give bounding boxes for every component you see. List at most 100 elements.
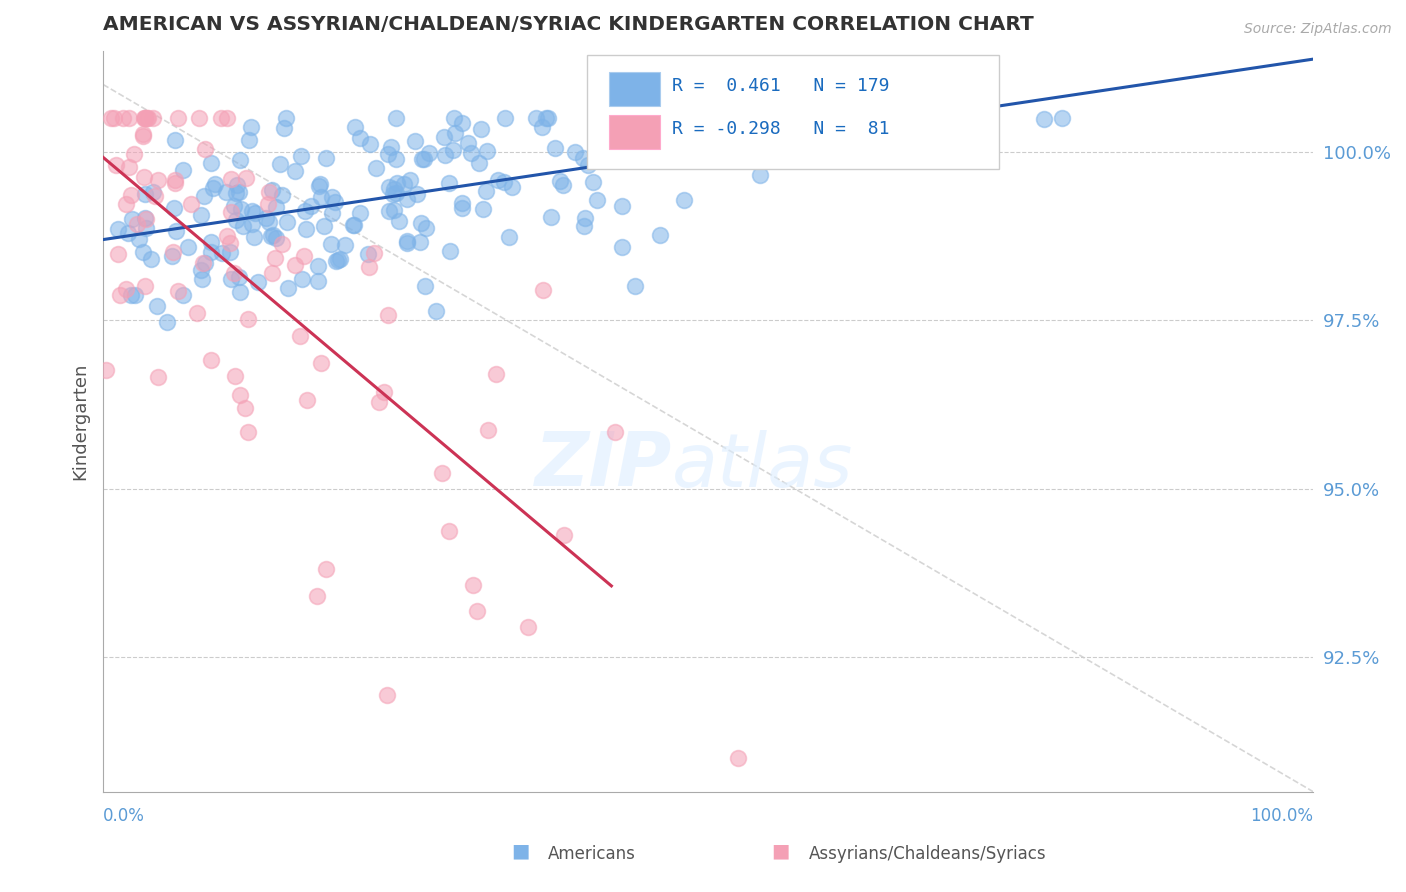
Point [582, 175, 605, 189]
Point [200, 235, 222, 250]
Point [134, 211, 156, 226]
FancyBboxPatch shape [609, 72, 659, 106]
Point [229, 202, 252, 216]
Point [166, 111, 188, 125]
Point [291, 272, 314, 286]
Point [100, 111, 122, 125]
Point [277, 280, 299, 294]
Point [240, 120, 263, 134]
Point [290, 329, 312, 343]
Point [1032, 112, 1054, 126]
Point [415, 279, 437, 293]
Point [471, 202, 494, 216]
Point [224, 368, 246, 383]
Point [385, 152, 408, 166]
Point [269, 157, 291, 171]
Point [727, 751, 749, 765]
Point [190, 263, 212, 277]
Point [224, 213, 246, 227]
Point [540, 210, 562, 224]
Point [368, 395, 391, 409]
Point [271, 188, 294, 202]
Point [135, 212, 157, 227]
Point [266, 200, 288, 214]
Point [163, 202, 186, 216]
Point [115, 197, 138, 211]
Point [553, 178, 575, 192]
Text: ■: ■ [770, 842, 790, 861]
Text: 100.0%: 100.0% [1250, 806, 1313, 824]
Point [219, 205, 242, 219]
Point [228, 270, 250, 285]
Point [245, 206, 267, 220]
Point [176, 240, 198, 254]
Point [257, 185, 280, 199]
Point [612, 199, 634, 213]
Point [240, 204, 263, 219]
Point [247, 275, 270, 289]
Point [235, 171, 257, 186]
Point [165, 224, 187, 238]
Point [425, 304, 447, 318]
Point [122, 147, 145, 161]
Point [209, 111, 232, 125]
Point [494, 111, 516, 125]
Point [292, 249, 315, 263]
Point [160, 249, 183, 263]
Point [229, 388, 252, 402]
Point [260, 228, 283, 243]
Point [284, 164, 307, 178]
Point [356, 246, 378, 260]
Point [134, 279, 156, 293]
Point [222, 199, 245, 213]
Point [215, 111, 238, 125]
Point [264, 231, 287, 245]
Point [238, 425, 260, 439]
Point [229, 285, 252, 299]
Point [193, 188, 215, 202]
Point [305, 590, 328, 604]
Point [262, 227, 284, 242]
Point [460, 146, 482, 161]
Point [335, 238, 357, 252]
Point [343, 218, 366, 232]
Point [359, 136, 381, 151]
Point [138, 111, 160, 125]
Point [294, 222, 316, 236]
Point [1050, 111, 1073, 125]
Point [475, 144, 498, 158]
Point [172, 288, 194, 302]
Text: R = -0.298   N =  81: R = -0.298 N = 81 [672, 120, 890, 137]
Point [859, 111, 882, 125]
Point [200, 156, 222, 170]
Point [378, 203, 401, 218]
Point [382, 182, 405, 196]
Point [825, 112, 848, 126]
Point [323, 194, 346, 209]
Point [124, 287, 146, 301]
Point [377, 309, 399, 323]
Point [749, 168, 772, 182]
Point [156, 315, 179, 329]
Point [165, 173, 187, 187]
Text: Americans: Americans [548, 845, 637, 863]
Y-axis label: Kindergarten: Kindergarten [72, 363, 89, 480]
Point [114, 282, 136, 296]
Point [240, 217, 263, 231]
Point [524, 111, 547, 125]
Point [382, 202, 405, 217]
Point [236, 311, 259, 326]
Point [553, 527, 575, 541]
Point [325, 254, 347, 268]
Point [633, 111, 655, 125]
Text: Source: ZipAtlas.com: Source: ZipAtlas.com [1244, 22, 1392, 37]
Point [142, 111, 165, 125]
Point [132, 170, 155, 185]
Text: Assyrians/Chaldeans/Syriacs: Assyrians/Chaldeans/Syriacs [808, 845, 1046, 863]
Point [661, 144, 683, 158]
Point [572, 219, 595, 234]
Point [364, 161, 387, 176]
Point [139, 252, 162, 267]
Point [120, 288, 142, 302]
Point [477, 423, 499, 437]
